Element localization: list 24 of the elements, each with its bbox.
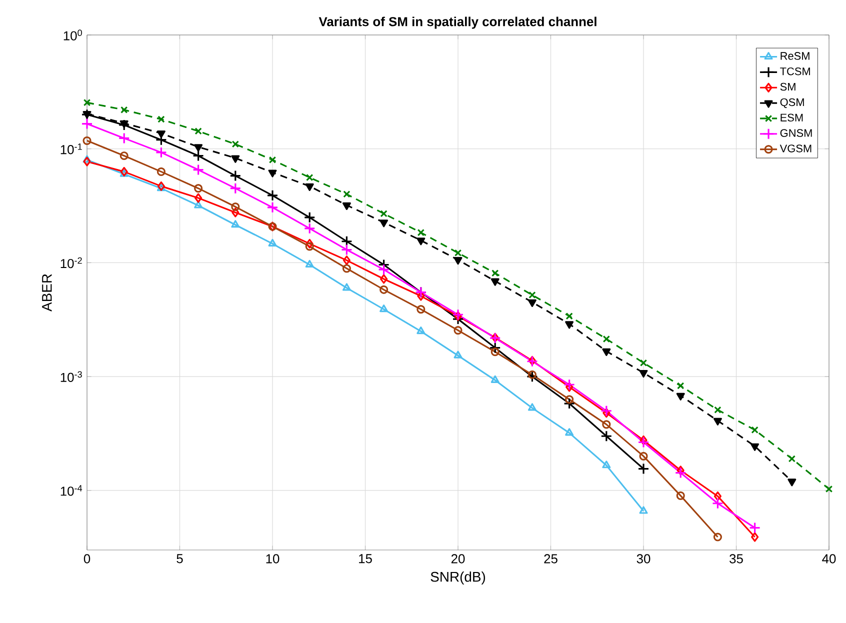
x-tick-label: 40 — [822, 554, 836, 564]
legend-label: TCSM — [780, 67, 810, 76]
x-tick-label: 25 — [544, 554, 558, 564]
legend-label: VGSM — [780, 144, 812, 152]
x-axis-title: SNR(dB) — [430, 572, 486, 585]
x-tick-label: 5 — [176, 554, 183, 564]
y-axis-title: ABER — [42, 274, 52, 312]
legend-label: ReSM — [780, 52, 810, 60]
x-tick-label: 15 — [359, 554, 372, 564]
x-tick-label: 30 — [636, 554, 650, 564]
legend-label: QSM — [780, 98, 804, 108]
x-tick-label: 0 — [84, 554, 90, 564]
y-tick-label: 10$^{-1}$ — [60, 144, 82, 154]
y-tick-label: 10$^{0}$ — [64, 30, 82, 40]
x-tick-label: 20 — [451, 554, 465, 564]
legend-label: ESM — [780, 114, 803, 122]
y-tick-label: 10$^{-4}$ — [60, 485, 82, 496]
x-tick-label: 10 — [266, 554, 280, 564]
x-tick-label: 35 — [730, 554, 743, 564]
chart-title: Variants of SM in spatially correlated channel — [318, 16, 596, 29]
y-tick-label: 10$^{-2}$ — [60, 257, 82, 268]
legend-label: SM — [780, 82, 796, 91]
legend-label: GNSM — [780, 129, 812, 137]
y-tick-label: 10$^{-3}$ — [60, 371, 82, 382]
